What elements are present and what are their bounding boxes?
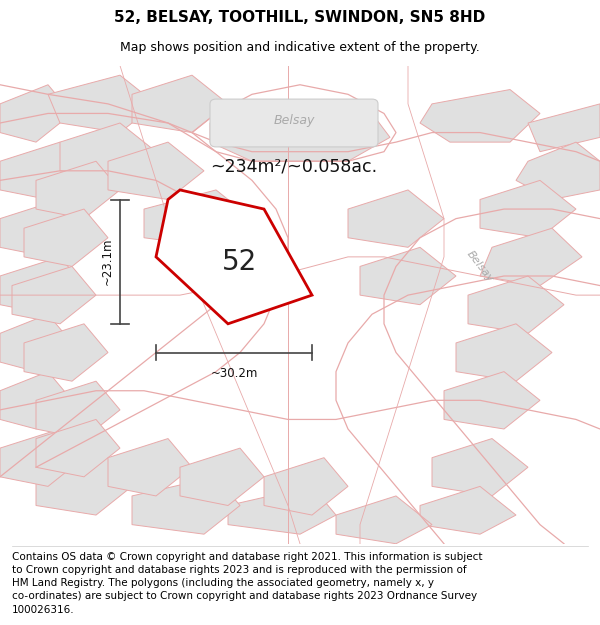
- Polygon shape: [420, 89, 540, 142]
- Polygon shape: [228, 486, 336, 534]
- Text: ~23.1m: ~23.1m: [101, 238, 114, 286]
- Text: ~234m²/~0.058ac.: ~234m²/~0.058ac.: [210, 157, 377, 175]
- Polygon shape: [420, 486, 516, 534]
- Polygon shape: [0, 85, 72, 142]
- Polygon shape: [24, 324, 108, 381]
- Polygon shape: [36, 381, 120, 439]
- Polygon shape: [0, 314, 72, 372]
- Polygon shape: [60, 123, 156, 181]
- Polygon shape: [36, 458, 132, 515]
- Polygon shape: [132, 75, 228, 132]
- Polygon shape: [108, 142, 204, 199]
- Polygon shape: [12, 266, 96, 324]
- Polygon shape: [210, 104, 390, 161]
- Polygon shape: [432, 439, 528, 496]
- Polygon shape: [24, 209, 108, 266]
- Polygon shape: [156, 190, 312, 324]
- Text: Belsay: Belsay: [274, 114, 314, 127]
- Polygon shape: [180, 448, 264, 506]
- Polygon shape: [528, 104, 600, 152]
- Polygon shape: [0, 257, 84, 314]
- Polygon shape: [0, 142, 84, 199]
- Polygon shape: [0, 429, 84, 486]
- Polygon shape: [108, 439, 192, 496]
- Polygon shape: [36, 161, 120, 219]
- Polygon shape: [264, 458, 348, 515]
- Text: 52: 52: [223, 248, 257, 276]
- Text: Map shows position and indicative extent of the property.: Map shows position and indicative extent…: [120, 41, 480, 54]
- Polygon shape: [360, 248, 456, 304]
- Polygon shape: [144, 190, 252, 248]
- Text: Contains OS data © Crown copyright and database right 2021. This information is : Contains OS data © Crown copyright and d…: [12, 552, 482, 614]
- Polygon shape: [348, 190, 444, 248]
- Polygon shape: [0, 199, 84, 257]
- Polygon shape: [480, 228, 582, 286]
- Polygon shape: [516, 142, 600, 199]
- Polygon shape: [444, 372, 540, 429]
- Polygon shape: [480, 181, 576, 238]
- Text: Belsay: Belsay: [465, 249, 495, 284]
- Polygon shape: [132, 477, 240, 534]
- Text: 52, BELSAY, TOOTHILL, SWINDON, SN5 8HD: 52, BELSAY, TOOTHILL, SWINDON, SN5 8HD: [115, 10, 485, 25]
- Polygon shape: [456, 324, 552, 381]
- Polygon shape: [468, 276, 564, 333]
- FancyBboxPatch shape: [210, 99, 378, 147]
- Polygon shape: [336, 496, 432, 544]
- Polygon shape: [48, 75, 156, 132]
- Text: ~30.2m: ~30.2m: [211, 367, 257, 380]
- Polygon shape: [0, 372, 72, 429]
- Polygon shape: [36, 419, 120, 477]
